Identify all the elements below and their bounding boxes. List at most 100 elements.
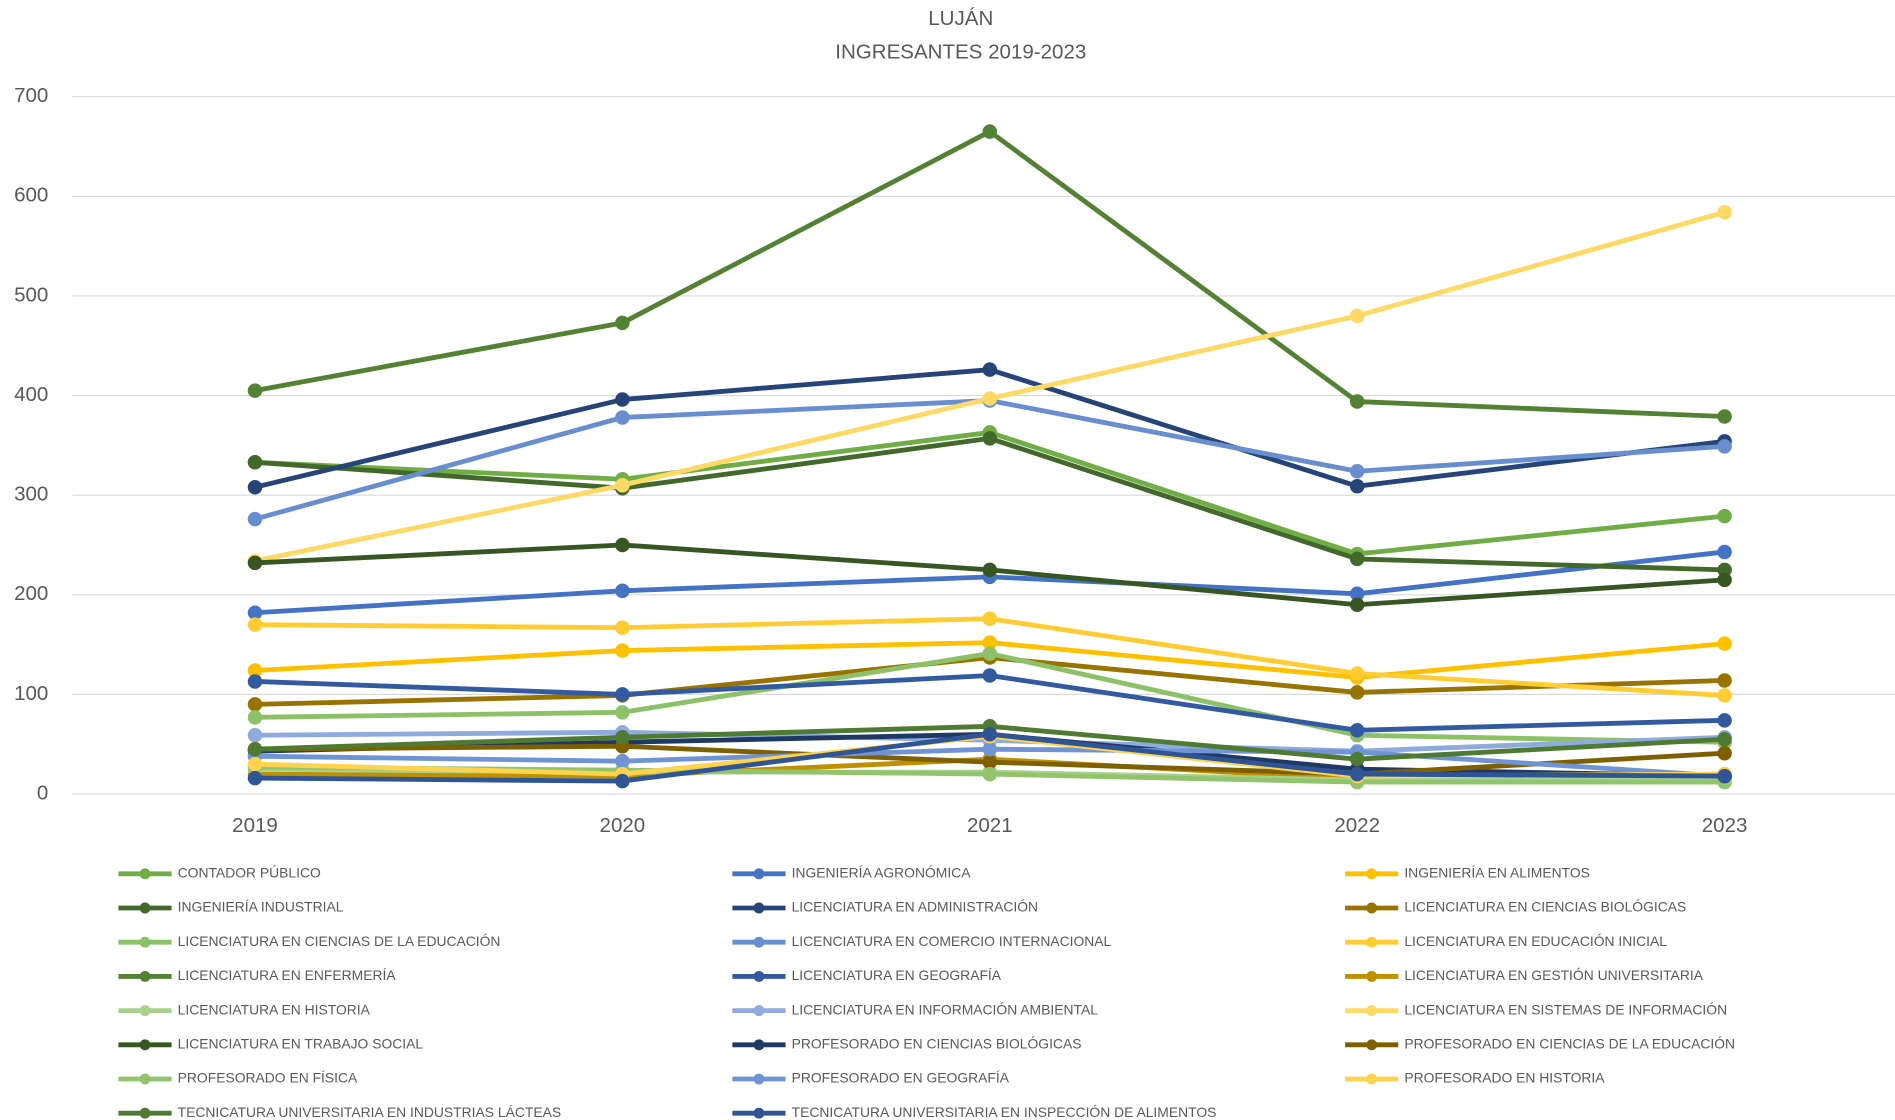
legend-item: LICENCIATURA EN CIENCIAS BIOLÓGICAS [1345,899,1686,915]
data-point [615,705,630,720]
y-tick-label: 100 [14,682,48,705]
data-point [247,728,263,743]
legend-marker [1366,1005,1378,1017]
legend-label: LICENCIATURA EN COMERCIO INTERNACIONAL [792,933,1112,949]
legend-marker [753,1107,765,1119]
data-point [1717,636,1732,651]
legend-label: PROFESORADO EN FÍSICA [178,1070,358,1086]
y-tick-label: 500 [14,283,48,306]
data-point [1349,723,1365,738]
y-tick-label: 300 [14,483,48,506]
data-point [247,383,263,398]
series-line [254,398,1725,522]
y-tick-label: 400 [14,383,48,406]
data-point [247,697,263,712]
legend-item: LICENCIATURA EN GEOGRAFÍA [732,967,1002,983]
data-point [1349,464,1365,479]
legend-label: LICENCIATURA EN ADMINISTRACIÓN [792,899,1038,915]
data-point [982,766,998,782]
legend-label: LICENCIATURA EN GEOGRAFÍA [792,967,1002,983]
series [247,668,1732,738]
data-point [615,583,630,599]
legend-label: LICENCIATURA EN SISTEMAS DE INFORMACIÓN [1404,1001,1727,1017]
data-point [982,754,998,770]
legend-label: INGENIERÍA AGRONÓMICA [792,864,972,880]
legend-marker [753,970,765,982]
legend-marker [139,1073,151,1085]
data-point [615,315,630,331]
legend-marker [1366,936,1378,948]
data-point [615,410,630,425]
data-point [982,668,998,683]
series [247,727,1732,789]
legend-item: LICENCIATURA EN TRABAJO SOCIAL [118,1035,423,1051]
series [247,205,1732,569]
legend-item: LICENCIATURA EN EDUCACIÓN INICIAL [1345,933,1667,949]
legend-item: PROFESORADO EN GEOGRAFÍA [732,1070,1010,1086]
data-point [247,674,263,689]
legend-label: TECNICATURA UNIVERSITARIA EN INSPECCIÓN … [792,1104,1217,1120]
data-point [247,741,263,757]
legend-marker [753,1073,765,1085]
data-point [1717,713,1732,728]
data-point [615,620,630,635]
legend-item: PROFESORADO EN CIENCIAS DE LA EDUCACIÓN [1345,1035,1735,1051]
data-point [982,362,998,377]
legend-item: LICENCIATURA EN GESTIÓN UNIVERSITARIA [1345,967,1704,983]
data-point [1717,572,1732,588]
legend-marker [139,1039,151,1051]
data-point [247,605,263,620]
data-point [1349,766,1365,782]
legend-marker [139,868,151,880]
legend-item: PROFESORADO EN CIENCIAS BIOLÓGICAS [732,1035,1082,1051]
series [247,393,1732,527]
data-point [1717,562,1732,578]
data-point [982,391,998,406]
legend-marker [753,936,765,948]
legend-item: CONTADOR PÚBLICO [118,864,321,880]
legend-label: LICENCIATURA EN TRABAJO SOCIAL [178,1035,424,1051]
legend-item: INGENIERÍA AGRONÓMICA [732,864,971,880]
legend-item: LICENCIATURA EN COMERCIO INTERNACIONAL [732,933,1112,949]
data-point [615,643,630,658]
data-point [615,687,630,702]
data-point [247,455,263,470]
legend-marker [753,1005,765,1017]
data-point [247,617,263,632]
data-point [615,392,630,407]
data-point [1349,308,1365,324]
legend-label: INGENIERÍA EN ALIMENTOS [1404,864,1590,880]
legend-label: LICENCIATURA EN CIENCIAS DE LA EDUCACIÓN [178,933,501,949]
data-point [1717,544,1732,560]
chart-title: LUJÁN [928,7,993,30]
legend-marker [139,902,151,914]
data-point [615,477,630,493]
series [247,431,1732,578]
legend-label: LICENCIATURA EN HISTORIA [178,1001,371,1017]
series-line [254,430,1725,557]
legend-marker [139,970,151,982]
series [247,124,1732,424]
data-point [615,773,630,789]
data-point [247,756,263,772]
data-point [1717,731,1732,747]
series [247,611,1732,703]
data-point [247,555,263,571]
data-point [1717,439,1732,454]
x-tick-label: 2023 [1702,814,1748,837]
legend-marker [139,1107,151,1119]
data-point [1349,751,1365,767]
legend-marker [1366,1039,1378,1051]
legend-item: LICENCIATURA EN ADMINISTRACIÓN [732,899,1038,915]
y-tick-label: 0 [37,781,48,804]
legend-label: LICENCIATURA EN ENFERMERÍA [178,967,397,983]
legend-label: LICENCIATURA EN INFORMACIÓN AMBIENTAL [792,1001,1099,1017]
legend-label: CONTADOR PÚBLICO [178,864,321,880]
legend-label: TECNICATURA UNIVERSITARIA EN INDUSTRIAS … [178,1104,561,1120]
legend-label: PROFESORADO EN HISTORIA [1404,1070,1605,1086]
legend-label: LICENCIATURA EN GESTIÓN UNIVERSITARIA [1404,967,1703,983]
data-point [1349,478,1365,494]
legend-item: PROFESORADO EN FÍSICA [118,1070,358,1086]
data-point [982,635,998,650]
